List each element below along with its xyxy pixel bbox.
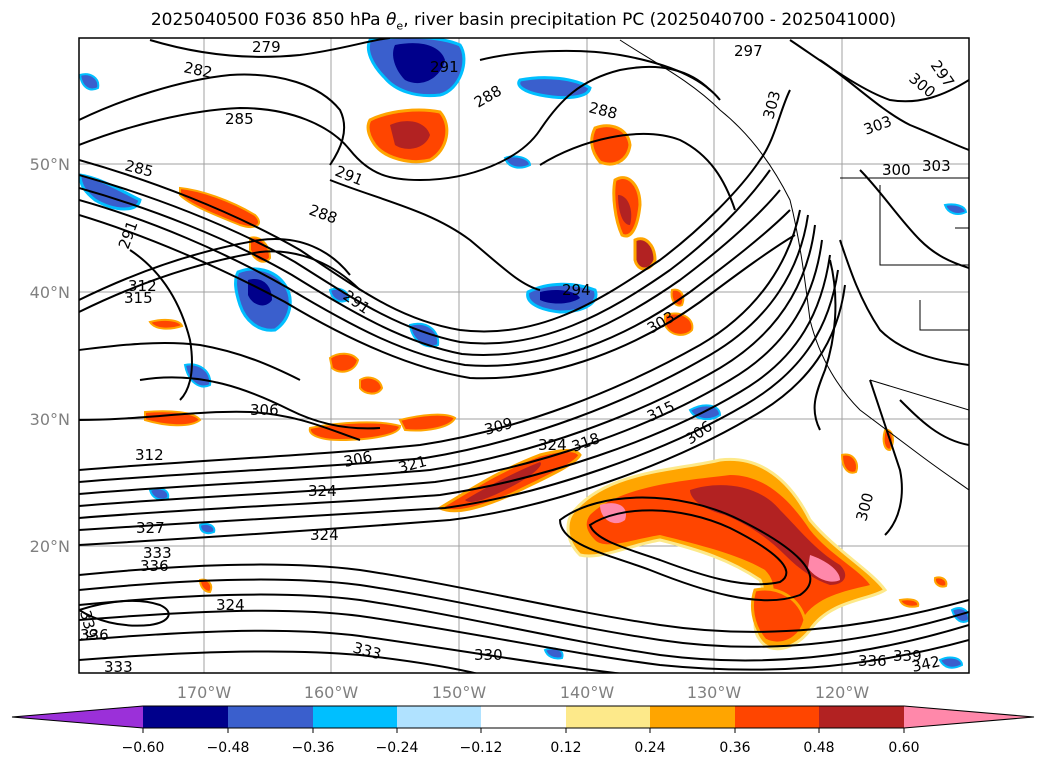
lon-label: 170°W bbox=[177, 683, 232, 702]
lat-label: 20°N bbox=[30, 537, 70, 556]
colorbar-extend-max bbox=[904, 706, 1034, 728]
lon-label: 160°W bbox=[304, 683, 359, 702]
contour-label: 333 bbox=[143, 544, 172, 562]
colorbar-segment bbox=[566, 706, 650, 728]
colorbar-segment bbox=[143, 706, 228, 728]
colorbar-segment bbox=[313, 706, 397, 728]
contour-label: 291 bbox=[430, 58, 459, 76]
colorbar-segment bbox=[650, 706, 735, 728]
colorbar-segment bbox=[735, 706, 819, 728]
contour-label: 333 bbox=[104, 658, 133, 676]
lat-label: 30°N bbox=[30, 410, 70, 429]
lon-label: 130°W bbox=[687, 683, 742, 702]
longitude-labels: 170°W 160°W 150°W 140°W 130°W 120°W bbox=[177, 683, 870, 702]
lon-label: 150°W bbox=[432, 683, 487, 702]
colorbar-tick-label: −0.48 bbox=[207, 740, 250, 756]
contour-label: 336 bbox=[80, 626, 109, 644]
coastlines bbox=[619, 39, 969, 491]
colorbar-tick-label: −0.36 bbox=[292, 740, 335, 756]
map-title: 2025040500 F036 850 hPa θe, river basin … bbox=[150, 10, 897, 33]
lon-label: 120°W bbox=[815, 683, 870, 702]
contour-label: 297 bbox=[734, 42, 763, 60]
colorbar-tick-label: 0.48 bbox=[803, 740, 834, 756]
colorbar-tick-label: 0.24 bbox=[634, 740, 665, 756]
contour-label: 324 bbox=[538, 436, 567, 454]
contour-label: 282 bbox=[182, 58, 214, 82]
contour-label: 324 bbox=[216, 596, 245, 614]
contour-label: 324 bbox=[308, 482, 337, 500]
contour-label: 312 bbox=[135, 446, 164, 464]
contour-label: 336 bbox=[140, 557, 169, 575]
colorbar-segment bbox=[397, 706, 481, 728]
colorbar-tick-label: 0.60 bbox=[888, 740, 919, 756]
colorbar: −0.60 −0.48 −0.36 −0.24 −0.12 0.12 0.24 … bbox=[11, 705, 1035, 756]
map-frame bbox=[78, 37, 970, 674]
contour-label: 279 bbox=[252, 38, 281, 56]
lat-label: 40°N bbox=[30, 283, 70, 302]
contour-label: 339 bbox=[893, 647, 922, 665]
colorbar-segment bbox=[228, 706, 313, 728]
contour-label: 303 bbox=[922, 157, 951, 175]
contour-label: 312 bbox=[128, 277, 157, 295]
contour-label: 285 bbox=[225, 110, 254, 128]
lat-label: 50°N bbox=[30, 155, 70, 174]
colorbar-extend-min bbox=[12, 706, 143, 728]
lon-label: 140°W bbox=[560, 683, 615, 702]
colorbar-tick-label: −0.24 bbox=[376, 740, 419, 756]
theta-e-contours bbox=[79, 38, 969, 673]
colorbar-tick-label: −0.12 bbox=[460, 740, 503, 756]
contour-label: 300 bbox=[882, 161, 911, 179]
contour-label: 324 bbox=[310, 526, 339, 544]
colorbar-tick-label: 0.12 bbox=[550, 740, 581, 756]
contour-label: 336 bbox=[858, 652, 887, 670]
contour-label: 315 bbox=[124, 289, 153, 307]
contour-label: 330 bbox=[474, 646, 503, 664]
colorbar-segment bbox=[481, 706, 566, 728]
colorbar-tick-label: −0.60 bbox=[122, 740, 165, 756]
colorbar-segment bbox=[819, 706, 904, 728]
contour-label: 342 bbox=[910, 652, 942, 676]
contour-label: 327 bbox=[136, 519, 165, 537]
contour-label: 306 bbox=[250, 401, 279, 419]
colorbar-tick-label: 0.36 bbox=[719, 740, 750, 756]
latitude-labels: 50°N 40°N 30°N 20°N bbox=[30, 155, 70, 556]
contour-label: 294 bbox=[562, 281, 591, 299]
contour-label: 306 bbox=[342, 447, 374, 471]
